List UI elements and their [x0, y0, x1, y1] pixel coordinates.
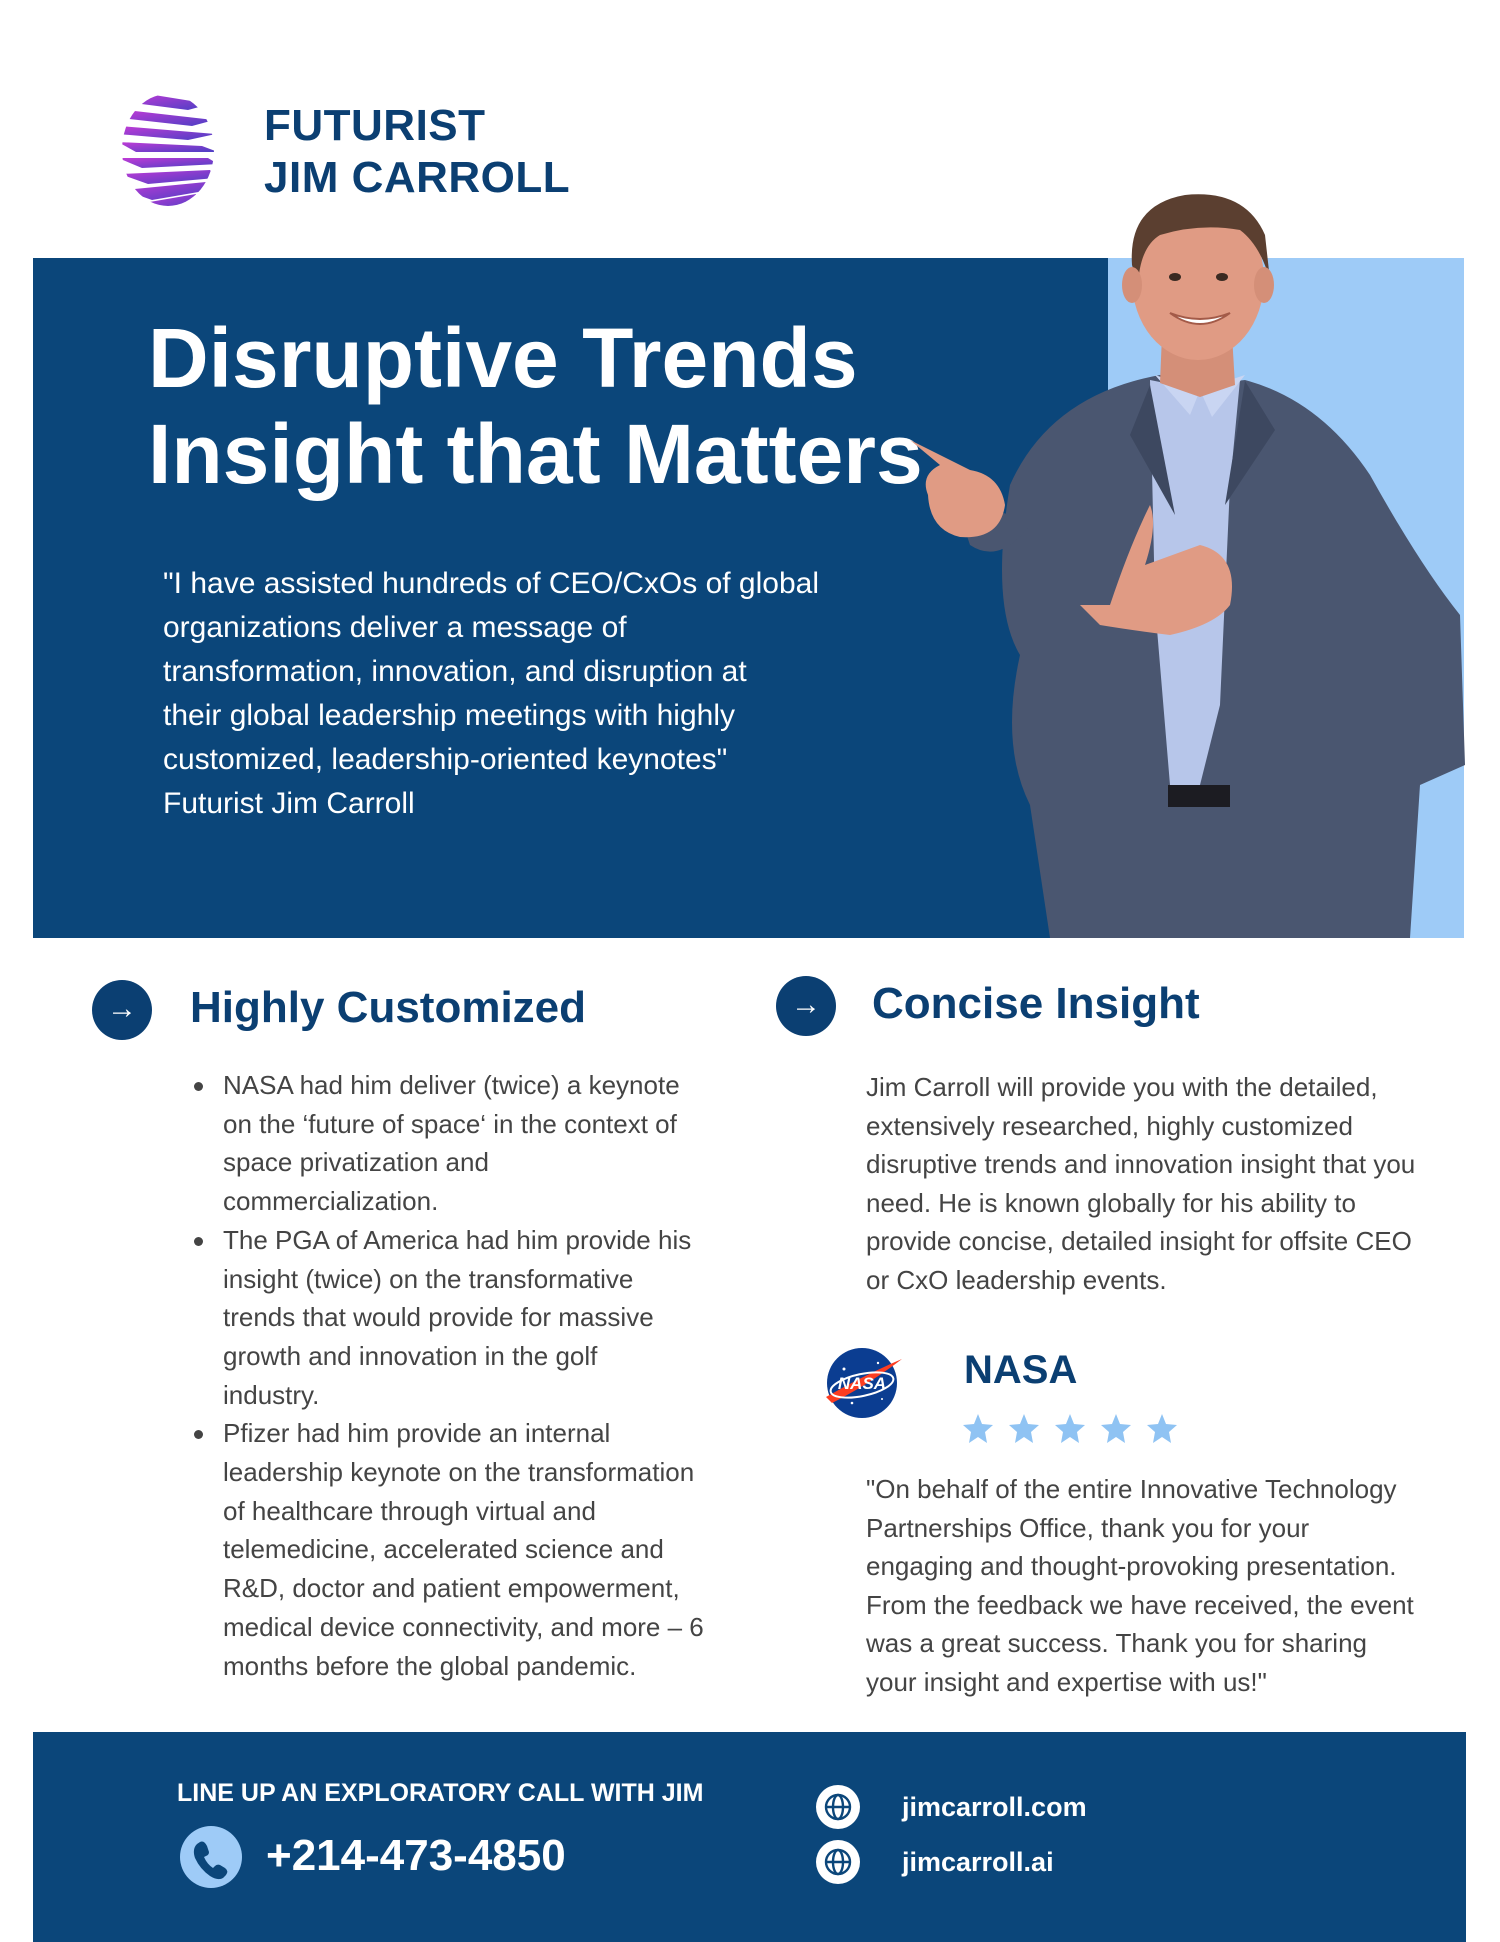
para-line: disruptive trends and innovation insight…	[866, 1149, 1416, 1179]
quote-line: "On behalf of the entire Innovative Tech…	[866, 1474, 1397, 1504]
star-icon	[963, 1414, 993, 1443]
quote-line: transformation, innovation, and disrupti…	[163, 655, 747, 688]
website-link-ai[interactable]: jimcarroll.ai	[902, 1847, 1054, 1877]
quote-line: engaging and thought-provoking presentat…	[866, 1551, 1397, 1581]
quote-line: organizations deliver a message of	[163, 611, 627, 644]
hero-title-line-2: Insight that Matters	[148, 407, 923, 501]
brand-line-1: FUTURIST	[264, 101, 486, 150]
globe-icon	[816, 1785, 860, 1829]
star-icon	[1055, 1414, 1085, 1443]
bullet-line: The PGA of America had him provide his	[223, 1224, 692, 1255]
phone-icon[interactable]	[180, 1826, 242, 1888]
testimonial-quote: "On behalf of the entire Innovative Tech…	[866, 1470, 1476, 1701]
hero-quote: "I have assisted hundreds of CEO/CxOs of…	[163, 562, 923, 826]
concise-paragraph: Jim Carroll will provide you with the de…	[866, 1068, 1476, 1299]
quote-line: Partnerships Office, thank you for your	[866, 1512, 1310, 1543]
para-line: extensively researched, highly customize…	[866, 1110, 1354, 1141]
star-icon	[1009, 1414, 1039, 1443]
quote-line: your insight and expertise with us!"	[866, 1666, 1267, 1697]
quote-line: From the feedback we have received, the …	[866, 1589, 1414, 1620]
section-title-customized: Highly Customized	[190, 983, 587, 1032]
para-line: need. He is known globally for his abili…	[866, 1187, 1356, 1218]
svg-text:NASA: NASA	[838, 1374, 886, 1393]
bullet-line: NASA had him deliver (twice) a keynote	[223, 1070, 680, 1100]
bullet-item: The PGA of America had him provide his i…	[190, 1221, 750, 1415]
para-line: or CxO leadership events.	[866, 1264, 1167, 1295]
quote-line: their global leadership meetings with hi…	[163, 699, 735, 732]
quote-line: "I have assisted hundreds of CEO/CxOs of…	[163, 567, 819, 600]
bullet-line: trends that would provide for massive	[223, 1302, 654, 1333]
quote-line: customized, leadership-oriented keynotes…	[163, 743, 728, 776]
bullet-line: Pfizer had him provide an internal	[223, 1418, 611, 1449]
bullet-line: telemedicine, accelerated science and	[223, 1534, 664, 1565]
section-title-concise: Concise Insight	[872, 979, 1200, 1028]
star-icon	[1101, 1414, 1131, 1443]
bullet-line: of healthcare through virtual and	[223, 1495, 596, 1526]
bullet-line: leadership keynote on the transformation	[223, 1457, 695, 1488]
brand-name: FUTURIST JIM CARROLL	[264, 100, 570, 204]
hero-title-line-1: Disruptive Trends	[148, 311, 858, 405]
globe-icon	[816, 1840, 860, 1884]
hero-title: Disruptive Trends Insight that Matters	[148, 310, 923, 502]
bullet-line: insight (twice) on the transformative	[223, 1263, 634, 1294]
quote-attribution: Futurist Jim Carroll	[163, 787, 415, 820]
nasa-meatball-logo: NASA	[826, 1348, 902, 1418]
bullet-line: commercialization.	[223, 1186, 439, 1217]
bullet-item: Pfizer had him provide an internal leade…	[190, 1414, 750, 1685]
phone-number[interactable]: +214-473-4850	[266, 1831, 566, 1880]
para-line: Jim Carroll will provide you with the de…	[866, 1072, 1378, 1102]
brand-line-2: JIM CARROLL	[264, 153, 571, 202]
striped-globe-icon	[122, 94, 214, 206]
bullet-line: industry.	[223, 1379, 320, 1410]
para-line: provide concise, detailed insight for of…	[866, 1226, 1412, 1256]
footer-panel	[33, 1732, 1466, 1942]
bullet-line: space privatization and	[223, 1147, 489, 1178]
bullet-line: R&D, doctor and patient empowerment,	[223, 1573, 680, 1604]
speaker-portrait	[910, 194, 1465, 938]
bullet-line: medical device connectivity, and more – …	[223, 1611, 704, 1642]
customized-bullet-list: NASA had him deliver (twice) a keynote o…	[190, 1066, 750, 1685]
testimonial-org: NASA	[964, 1348, 1078, 1392]
star-icon	[1147, 1414, 1177, 1443]
bullet-line: growth and innovation in the golf	[223, 1340, 598, 1371]
cta-heading: LINE UP AN EXPLORATORY CALL WITH JIM	[177, 1779, 704, 1807]
bullet-item: NASA had him deliver (twice) a keynote o…	[190, 1066, 750, 1221]
website-link-com[interactable]: jimcarroll.com	[902, 1792, 1087, 1822]
bullet-line: on the ‘future of space‘ in the context …	[223, 1108, 677, 1139]
arrow-right-icon: →	[92, 980, 152, 1040]
arrow-right-icon: →	[776, 976, 836, 1036]
quote-line: was a great success. Thank you for shari…	[866, 1628, 1367, 1658]
rating-stars	[963, 1414, 1177, 1443]
bullet-line: months before the global pandemic.	[223, 1650, 637, 1681]
